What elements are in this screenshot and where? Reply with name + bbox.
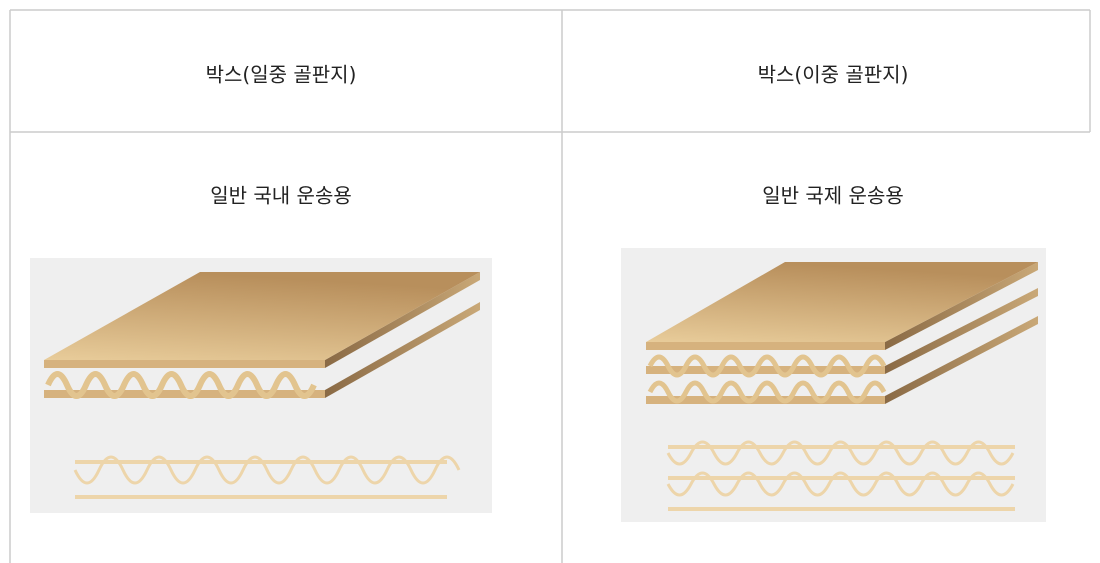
table-borders [9,9,1091,563]
double-wall-image [621,248,1046,522]
body-cell: 일반 국내 운송용 [210,184,352,208]
header-cell: 박스(이중 골판지) [758,63,909,87]
body-cell: 일반 국제 운송용 [762,184,904,208]
single-wall-image [30,258,492,513]
header-cell: 박스(일중 골판지) [206,63,357,87]
